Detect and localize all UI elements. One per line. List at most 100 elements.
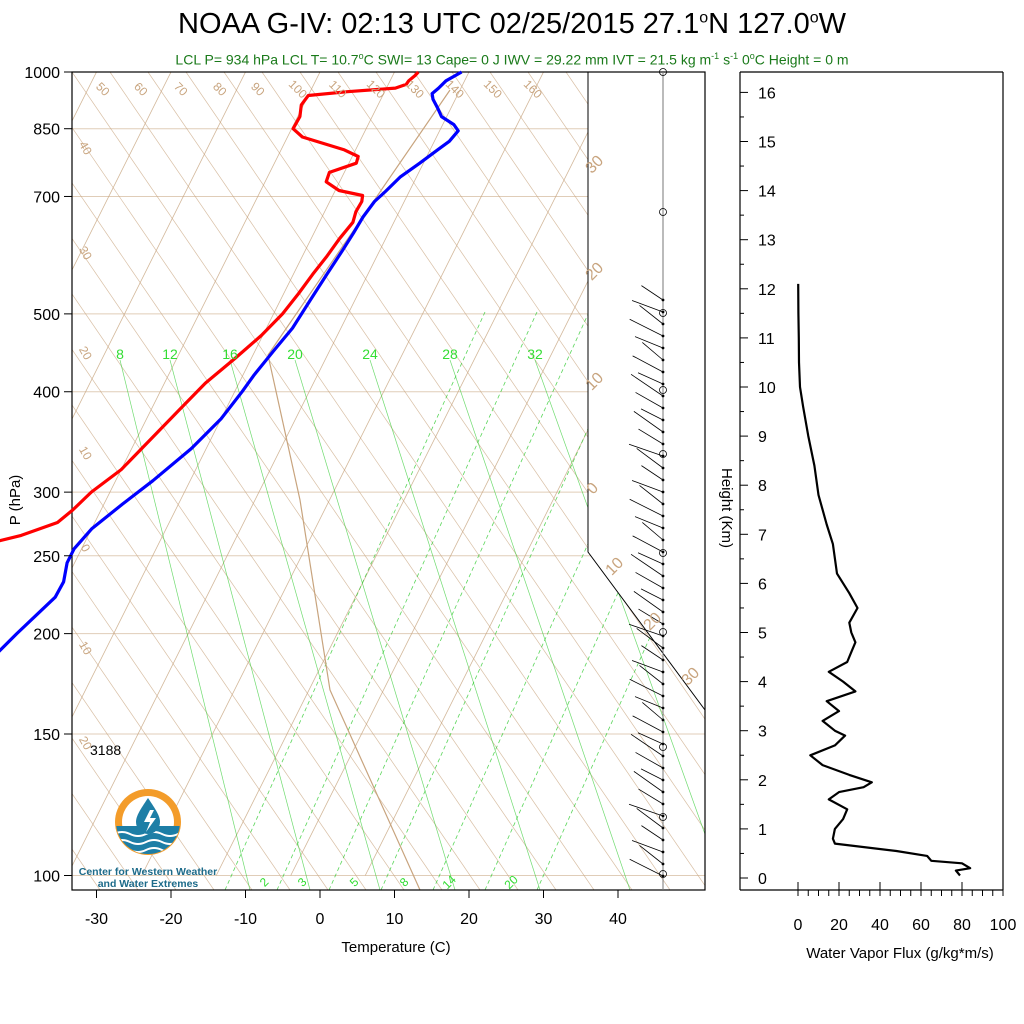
calm-wind-circle [659, 813, 667, 821]
wind-barb-dot [661, 298, 665, 302]
dry-adiabat-label: 150 [481, 77, 505, 101]
wind-barb [636, 448, 664, 469]
mixing-ratio-bottom-label: 8 [397, 875, 412, 890]
wind-barb-dot [661, 790, 665, 794]
flux-x-tick-label: 40 [871, 917, 889, 934]
y-tick-label: 700 [33, 189, 60, 206]
parcel-path [267, 89, 451, 890]
flux-y-tick-label: 13 [758, 233, 776, 250]
flux-y-tick-label: 16 [758, 85, 776, 102]
x-axis-label: Temperature (C) [341, 939, 450, 956]
dry-adiabat-label: 60 [131, 79, 151, 99]
wind-barb-dot [661, 358, 665, 362]
dry-adiabat-line [72, 72, 633, 890]
flux-y-axis-label: Height (Km) [718, 468, 735, 548]
dry-adiabat-line [72, 570, 291, 890]
flux-y-tick-label: 10 [758, 380, 776, 397]
blue-profile [0, 70, 463, 653]
wind-barb-dot [661, 670, 665, 674]
calm-wind-circle [659, 309, 667, 317]
flux-y-tick-label: 1 [758, 822, 767, 839]
wind-barb [628, 443, 664, 457]
dry-adiabat-label: 120 [364, 77, 388, 101]
flux-x-axis-label: Water Vapor Flux (g/kg*m/s) [806, 945, 994, 962]
wind-barb-dot [661, 502, 665, 506]
flux-y-tick-label: 2 [758, 773, 767, 790]
wind-barb-dot [661, 610, 665, 614]
calm-wind-circle [659, 68, 667, 76]
wind-barb [632, 535, 664, 553]
upper-right-boundary [587, 72, 706, 711]
isotherm-left-label: 10 [76, 639, 95, 658]
wind-barb [629, 498, 664, 517]
y-tick-label: 100 [33, 869, 60, 886]
wind-barb-dot [661, 694, 665, 698]
dry-adiabat-label: 130 [403, 77, 427, 101]
dry-adiabat-line [72, 126, 595, 890]
wind-barb [631, 480, 664, 493]
y-tick-label: 1000 [24, 65, 60, 82]
wind-barb-dot [661, 418, 665, 422]
wind-barb-dot [661, 766, 665, 770]
wind-barb [631, 660, 664, 673]
moist-adiabat-line [224, 311, 486, 890]
dry-adiabat-label: 80 [210, 79, 230, 99]
flux-y-tick-label: 8 [758, 478, 767, 495]
x-tick-label: 20 [460, 911, 478, 928]
wind-barb-dot [661, 526, 665, 530]
x-tick-label: 40 [609, 911, 627, 928]
wind-barb [630, 734, 664, 757]
calm-wind-circle [659, 628, 667, 636]
x-tick-label: 10 [386, 911, 404, 928]
flux-y-tick-label: 12 [758, 282, 776, 299]
isotherm-left-label: 20 [76, 344, 95, 363]
flux-y-tick-label: 5 [758, 626, 767, 643]
dry-adiabat-label: 160 [521, 77, 545, 101]
wind-barb-dot [661, 814, 665, 818]
dry-adiabat-line [72, 626, 253, 890]
y-axis-label: P (hPa) [7, 475, 24, 526]
flux-y-tick-label: 14 [758, 184, 776, 201]
calm-wind-circle [659, 743, 667, 751]
y-tick-label: 500 [33, 307, 60, 324]
wind-barb-dot [661, 394, 665, 398]
dry-adiabat-line [72, 404, 405, 890]
wind-barb-dot [661, 586, 665, 590]
flux-y-tick-label: 4 [758, 675, 767, 692]
flux-y-tick-label: 6 [758, 576, 767, 593]
wind-barb [634, 516, 664, 529]
wind-barb-dot [661, 322, 665, 326]
mixing-ratio-label: 8 [116, 346, 124, 362]
dry-adiabat-line [72, 681, 215, 890]
mixing-ratio-line [294, 359, 456, 890]
wind-barb [642, 522, 664, 541]
wind-barb [638, 788, 664, 805]
isotherm-left-label: 40 [76, 139, 95, 158]
skew-t-plot: -30 -20 -10 0 10 20 30 401001502002503004005007… [0, 65, 706, 956]
x-tick-label: 0 [316, 911, 325, 928]
moist-adiabat-line [536, 514, 705, 890]
mixing-ratio-label: 28 [442, 346, 458, 362]
dry-adiabat-line [72, 737, 177, 890]
wind-barb-dot [661, 406, 665, 410]
dry-adiabat-line [72, 348, 443, 890]
wind-barb [637, 732, 664, 745]
flux-x-tick-label: 20 [830, 917, 848, 934]
dry-adiabat-label: 70 [171, 79, 191, 99]
wind-barb-dot [661, 862, 665, 866]
wind-barb-dot [661, 754, 665, 758]
y-tick-label: 300 [33, 485, 60, 502]
cw3e-logo [115, 789, 181, 855]
dry-adiabat-line [299, 72, 705, 665]
dry-adiabat-line [72, 459, 367, 890]
y-tick-label: 200 [33, 627, 60, 644]
wind-barb [638, 428, 664, 445]
flux-x-tick-label: 0 [794, 917, 803, 934]
wind-barb [639, 305, 664, 325]
dry-adiabat-line [261, 72, 705, 720]
isotherm-line [72, 72, 470, 867]
wind-barb-dot [661, 574, 665, 578]
flux-x-tick-label: 100 [990, 917, 1017, 934]
wind-barb-dot [661, 838, 665, 842]
calm-wind-circle [659, 549, 667, 557]
